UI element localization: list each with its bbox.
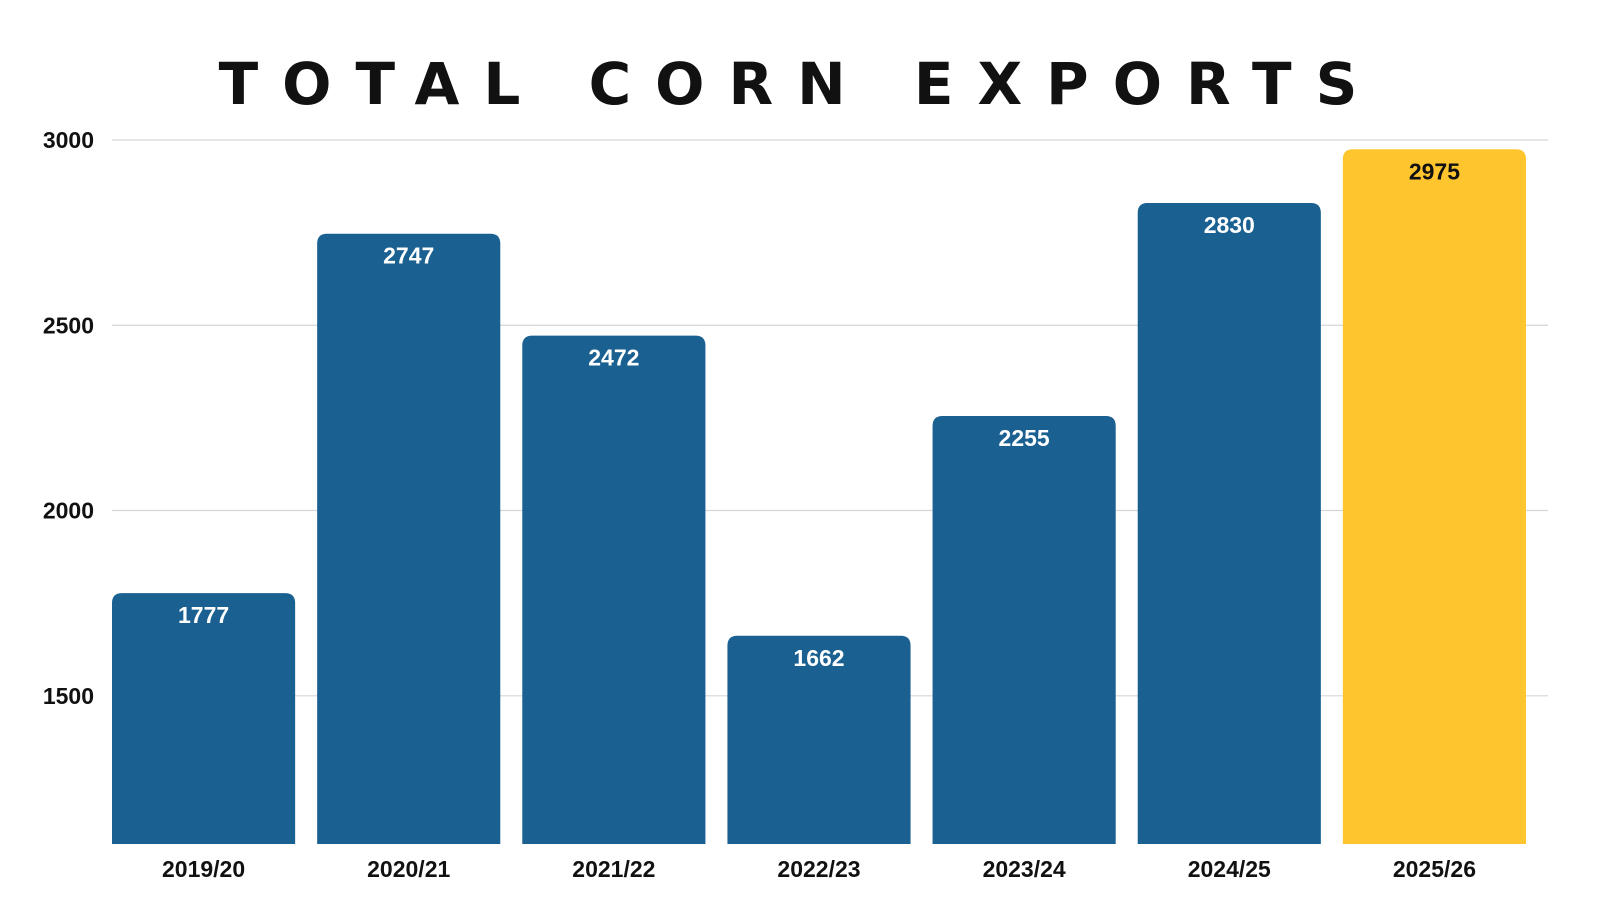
x-category-label: 2022/23 (777, 856, 860, 882)
y-tick-label: 2500 (43, 312, 94, 338)
value-label: 1662 (793, 645, 844, 671)
bar-2020-21 (317, 233, 501, 844)
bar-2021-22 (522, 335, 706, 844)
bar-2024-25 (1137, 202, 1321, 844)
x-axis-category-labels: 2019/20 2020/21 2021/22 2022/23 2023/24 2024/… (162, 856, 1476, 882)
x-category-label: 2023/24 (983, 856, 1066, 882)
y-tick-label: 2000 (43, 498, 94, 524)
bar-2025-26 (1342, 149, 1526, 844)
chart-title: TOTAL CORN EXPORTS (219, 50, 1382, 118)
y-tick-label: 3000 (43, 127, 94, 153)
x-category-label: 2025/26 (1393, 856, 1476, 882)
y-axis-tick-labels: 1500 2000 2500 3000 (43, 127, 94, 709)
value-label: 2255 (999, 425, 1050, 451)
value-label: 2472 (588, 345, 639, 371)
x-category-label: 2020/21 (367, 856, 450, 882)
value-labels: 1777 2747 2472 1662 2255 2830 2975 (178, 158, 1460, 671)
bars (112, 149, 1526, 844)
bar-2019-20 (112, 593, 296, 844)
value-label: 1777 (178, 602, 229, 628)
x-category-label: 2019/20 (162, 856, 245, 882)
value-label: 2747 (383, 243, 434, 269)
value-label: 2830 (1204, 212, 1255, 238)
value-label: 2975 (1409, 158, 1460, 184)
x-category-label: 2024/25 (1188, 856, 1271, 882)
bar-2023-24 (932, 416, 1116, 844)
bar-2022-23 (727, 635, 911, 844)
y-tick-label: 1500 (43, 683, 94, 709)
x-category-label: 2021/22 (572, 856, 655, 882)
